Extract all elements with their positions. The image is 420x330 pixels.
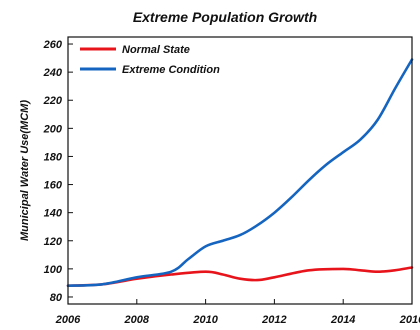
y-tick-label: 80 bbox=[50, 292, 63, 304]
y-tick-label: 180 bbox=[44, 151, 63, 163]
y-tick-label: 220 bbox=[43, 95, 63, 107]
x-tick-label: 2008 bbox=[124, 314, 150, 326]
y-tick-layer: 80 100 120 140 160 180 200 220 240 260 bbox=[43, 39, 73, 304]
y-tick-label: 240 bbox=[43, 67, 63, 79]
x-tick-layer: 2006 2008 2010 2012 2014 2016 bbox=[55, 299, 420, 326]
y-tick-label: 200 bbox=[43, 123, 63, 135]
y-tick-label: 100 bbox=[44, 264, 63, 276]
y-tick-label: 120 bbox=[44, 236, 63, 248]
x-tick-label: 2014 bbox=[330, 314, 355, 326]
y-tick-label: 260 bbox=[43, 39, 63, 51]
y-tick-label: 160 bbox=[44, 180, 63, 192]
x-tick-label: 2006 bbox=[55, 314, 81, 326]
chart-title: Extreme Population Growth bbox=[133, 9, 317, 25]
legend-label: Normal State bbox=[122, 44, 190, 56]
legend-label: Extreme Condition bbox=[122, 64, 220, 76]
series-line-extreme-condition bbox=[66, 58, 414, 287]
plot-frame bbox=[67, 36, 413, 305]
x-tick-label: 2010 bbox=[192, 314, 218, 326]
series-line-normal-state bbox=[66, 266, 414, 287]
y-axis-label: Municipal Water Use(MCM) bbox=[19, 100, 31, 241]
y-tick-label: 140 bbox=[44, 208, 63, 220]
x-tick-label: 2012 bbox=[261, 314, 286, 326]
x-tick-label: 2016 bbox=[399, 314, 420, 326]
legend: Normal State Extreme Condition bbox=[80, 44, 220, 76]
plot-area bbox=[66, 58, 414, 287]
